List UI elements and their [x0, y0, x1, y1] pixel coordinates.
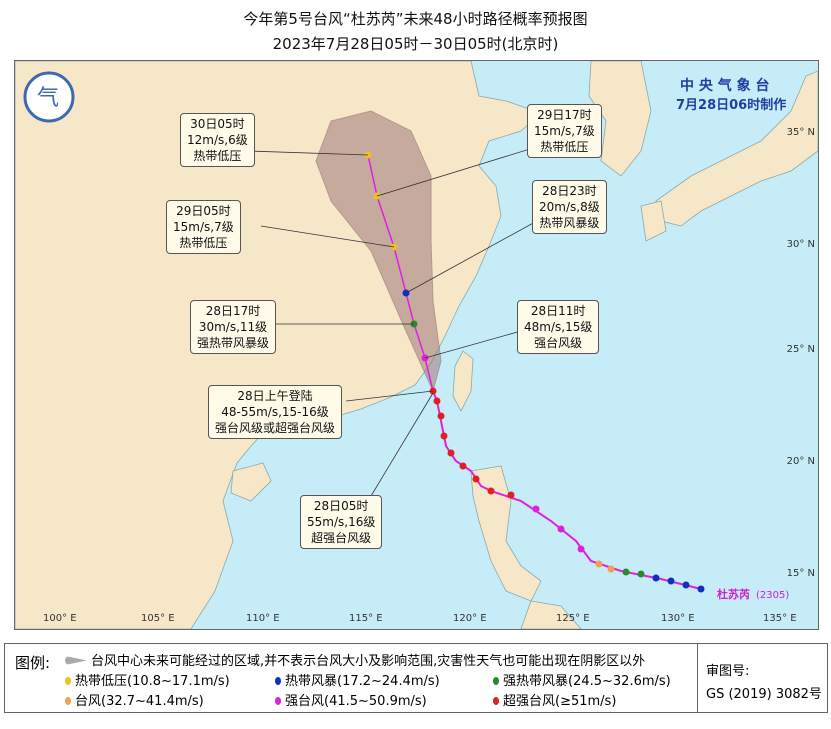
legend-cone: 台风中心未来可能经过的区域,并不表示台风大小及影响范围,灾害性天气也可能出现在阴… — [65, 650, 645, 669]
forecast-label: 29日05时 15m/s,7级 热带低压 — [166, 200, 241, 254]
forecast-label: 29日17时 15m/s,7级 热带低压 — [527, 104, 602, 158]
legend-item: 台风(32.7~41.4m/s) — [65, 690, 204, 709]
typhoon-name: 杜苏芮 — [717, 587, 750, 601]
lon-label: 105° E — [141, 613, 175, 624]
legend-item: 热带低压(10.8~17.1m/s) — [65, 670, 230, 689]
sts-icon — [493, 677, 499, 685]
track-point — [652, 574, 660, 582]
forecast-label: 30日05时 12m/s,6级 热带低压 — [180, 113, 255, 167]
land-china — [15, 61, 542, 629]
lat-label: 30° N — [787, 239, 815, 250]
legend: 图例: 台风中心未来可能经过的区域,并不表示台风大小及影响范围,灾害性天气也可能… — [4, 643, 828, 713]
lon-label: 115° E — [349, 613, 383, 624]
map-subtitle: 2023年7月28日05时－30日05时(北京时) — [272, 35, 559, 53]
legend-title: 图例: — [15, 654, 51, 672]
lat-label: 20° N — [787, 456, 815, 467]
track-point — [577, 545, 585, 553]
legend-item: 超强台风(≥51m/s) — [493, 690, 616, 709]
lon-label: 125° E — [556, 613, 590, 624]
lat-label: 25° N — [787, 344, 815, 355]
cma-logo — [23, 71, 75, 123]
track-point — [595, 560, 603, 568]
forecast-label: 28日23时 20m/s,8级 热带风暴级 — [532, 180, 607, 234]
legend-item: 强热带风暴(24.5~32.6m/s) — [493, 670, 671, 689]
lon-label: 100° E — [43, 613, 77, 624]
track-point — [507, 491, 515, 499]
land-taiwan — [452, 350, 474, 412]
track-point — [622, 568, 630, 576]
land-kyushu — [640, 200, 667, 242]
track-point — [697, 585, 705, 593]
td-icon — [65, 677, 71, 685]
lat-label: 35° N — [787, 127, 815, 138]
track-point — [637, 570, 645, 578]
landfall-label: 28日上午登陆 48-55m/s,15-16级 强台风级或超强台风级 — [208, 385, 343, 439]
legend-item: 强台风(41.5~50.9m/s) — [275, 690, 427, 709]
legend-item: 热带风暴(17.2~24.4m/s) — [275, 670, 440, 689]
track-point — [433, 397, 441, 405]
lon-label: 120° E — [453, 613, 487, 624]
lon-label: 130° E — [661, 613, 695, 624]
track-point — [667, 577, 675, 585]
typhoon-code: (2305) — [756, 590, 789, 601]
cma-logo-glyph: 气 — [37, 86, 59, 111]
land-philippines-south — [520, 600, 582, 629]
sty-icon — [275, 697, 281, 705]
forecast-cone — [315, 110, 442, 393]
ty-icon — [65, 697, 71, 705]
track-point — [459, 462, 467, 470]
track-point — [447, 449, 455, 457]
lon-label: 110° E — [246, 613, 280, 624]
land-hainan — [230, 462, 272, 502]
track-point — [682, 581, 690, 589]
forecast-label: 28日17时 30m/s,11级 强热带风暴级 — [190, 300, 277, 354]
track-point — [437, 412, 445, 420]
track-point — [557, 525, 565, 533]
lat-label: 15° N — [787, 568, 815, 579]
super-ty-icon — [493, 697, 499, 705]
track-point — [532, 505, 540, 513]
track-point — [440, 432, 448, 440]
map-title: 今年第5号台风“杜苏芮”未来48小时路径概率预报图 — [243, 10, 588, 28]
ts-icon — [275, 677, 281, 685]
map-canvas: 100° E 105° E 110° E 115° E 120° E 125° … — [15, 61, 818, 629]
track-point — [487, 487, 495, 495]
track-point — [607, 565, 615, 573]
cone-icon — [65, 656, 87, 665]
forecast-label: 28日11时 48m/s,15级 强台风级 — [517, 300, 600, 354]
track-point — [472, 475, 480, 483]
lon-label: 135° E — [763, 613, 797, 624]
review-number: 审图号: GS (2019) 3082号 — [697, 644, 822, 712]
issue-time: 7月28日06时制作 — [676, 98, 787, 113]
typhoon-map: 100° E 105° E 110° E 115° E 120° E 125° … — [14, 60, 819, 630]
land-japan — [655, 70, 818, 227]
current-label: 28日05时 55m/s,16级 超强台风级 — [300, 495, 383, 549]
agency-name: 中 央 气 象 台 — [680, 78, 770, 94]
